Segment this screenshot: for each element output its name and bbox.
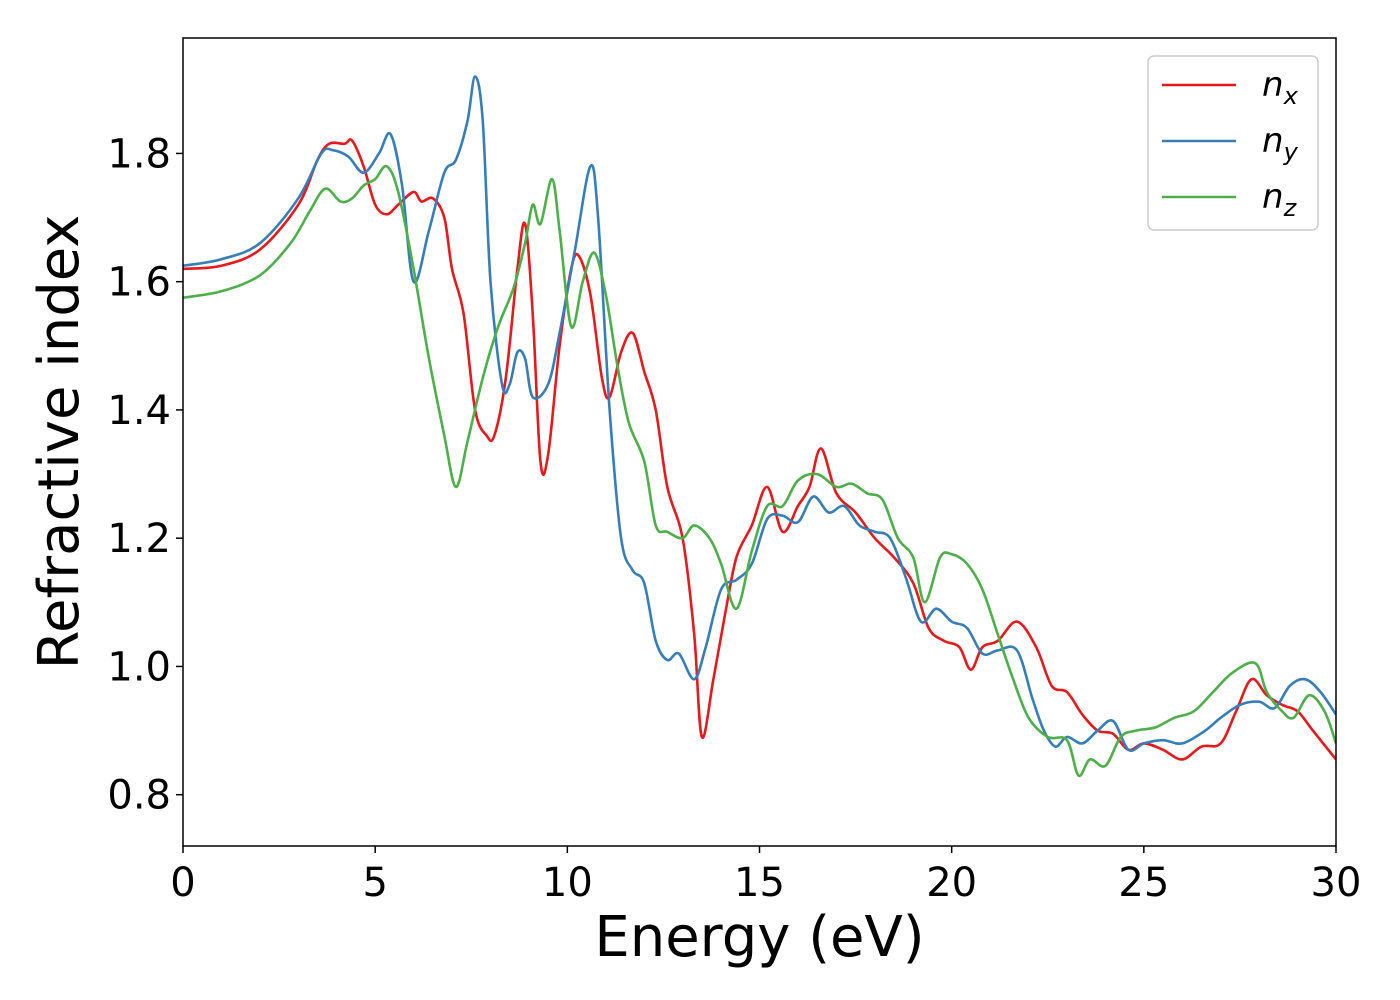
legend-label-base: n: [1262, 65, 1284, 105]
x-tick-label: 25: [1118, 860, 1169, 906]
x-tick-label: 20: [926, 860, 977, 906]
series-layer: [183, 75, 1336, 778]
x-tick-label: 5: [362, 860, 387, 906]
legend-box: [1147, 55, 1319, 231]
y-axis-label: Refractive index: [27, 215, 92, 670]
legend-label-subscript: z: [1283, 194, 1298, 222]
x-tick-label: 15: [734, 860, 785, 906]
legend-label-subscript: x: [1283, 82, 1299, 110]
legend-label-y: ny: [1262, 121, 1299, 166]
ticks-layer: 0 5 10 15 20 25 30 0.8 1.0 1.2 1.4 1.6 1.8: [107, 131, 1361, 906]
series-line-n-z: [183, 164, 1336, 778]
y-tick-label: 1.0: [107, 644, 171, 690]
series-line-n-x: [183, 138, 1336, 761]
y-tick-label: 1.4: [107, 388, 171, 434]
x-tick-label: 0: [170, 860, 195, 906]
y-tick-label: 1.2: [107, 516, 171, 562]
legend-label-base: n: [1262, 121, 1284, 161]
x-tick-label: 10: [542, 860, 593, 906]
legend-label-z: nz: [1262, 177, 1298, 222]
y-tick-label: 0.8: [107, 773, 171, 819]
y-tick-label: 1.6: [107, 260, 171, 306]
y-tick-label: 1.8: [107, 131, 171, 177]
legend-label-subscript: y: [1283, 138, 1299, 166]
legend-label-x: nx: [1262, 65, 1299, 110]
x-tick-label: 30: [1311, 860, 1362, 906]
series-line-n-y: [183, 75, 1336, 752]
x-axis-label: Energy (eV): [594, 905, 924, 970]
legend-label-base: n: [1262, 177, 1284, 217]
